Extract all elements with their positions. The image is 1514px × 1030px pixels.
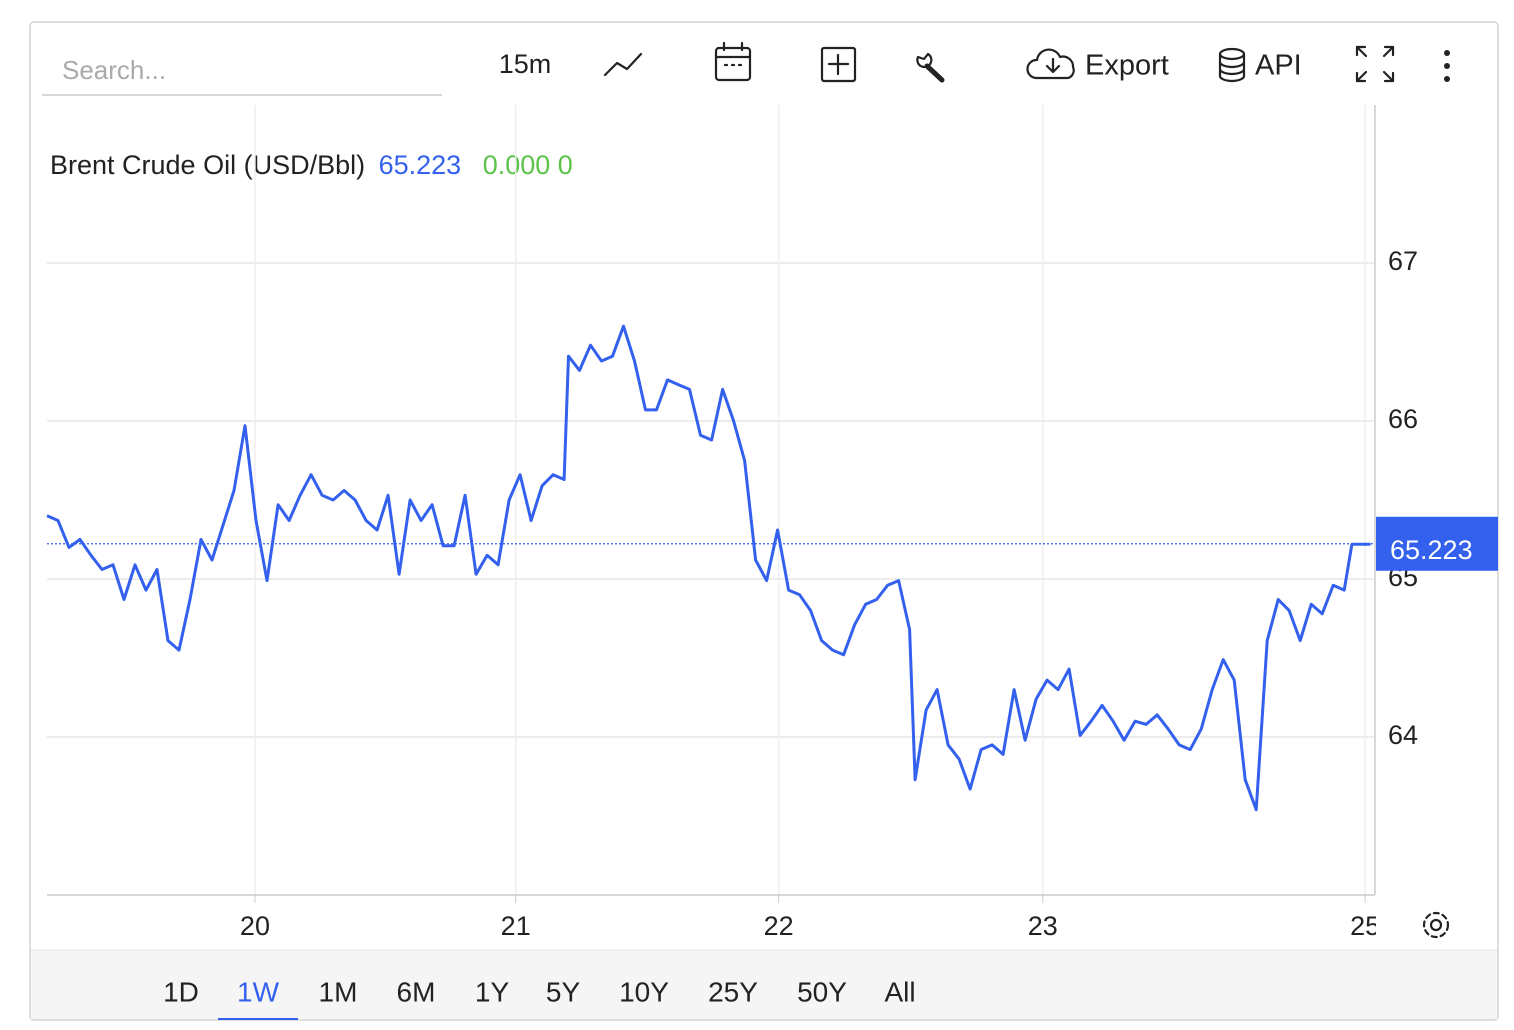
calendar-icon[interactable] [714, 41, 752, 82]
price-line [46, 324, 1371, 812]
legend-change: 0.000 0 [483, 150, 573, 180]
last-value-label: 65.223 [1390, 535, 1473, 565]
x-tick-label: 23 [1028, 911, 1058, 941]
range-button[interactable]: 25Y [708, 976, 758, 1007]
y-tick-label: 67 [1388, 246, 1418, 276]
more-menu-icon[interactable] [1444, 50, 1450, 82]
search-placeholder[interactable]: Search... [62, 55, 166, 85]
range-button[interactable]: 1W [237, 976, 280, 1007]
range-button[interactable]: 50Y [797, 976, 847, 1007]
settings-wrench-icon[interactable] [916, 52, 945, 83]
range-selector: 1D 1W 1M 6M 1Y 5Y 10Y 25Y 50Y All [163, 976, 916, 1020]
search-box[interactable]: Search... [42, 55, 442, 96]
export-icon[interactable] [1026, 48, 1075, 80]
y-tick-label: 66 [1388, 404, 1418, 434]
chart-settings-icon[interactable] [1422, 911, 1450, 939]
api-button[interactable]: API [1255, 50, 1302, 82]
range-button[interactable]: 10Y [619, 976, 669, 1007]
range-button[interactable]: 1Y [475, 976, 510, 1007]
compare-icon[interactable] [820, 46, 857, 83]
x-tick-label: 25 [1350, 911, 1380, 941]
range-button[interactable]: All [884, 976, 915, 1007]
range-button[interactable]: 1D [163, 976, 199, 1007]
range-button[interactable]: 6M [397, 976, 436, 1007]
range-bar [31, 950, 1497, 1019]
legend: Brent Crude Oil (USD/Bbl) 65.223 0.000 0 [50, 150, 573, 180]
range-button[interactable]: 5Y [546, 976, 581, 1007]
x-tick-label: 21 [501, 911, 531, 941]
interval-button[interactable]: 15m [499, 49, 552, 79]
y-tick-label: 64 [1388, 720, 1418, 750]
range-button[interactable]: 1M [319, 976, 358, 1007]
fullscreen-icon[interactable] [1355, 45, 1395, 83]
x-tick-label: 20 [240, 911, 270, 941]
export-button[interactable]: Export [1085, 50, 1169, 82]
api-icon[interactable] [1218, 47, 1246, 83]
last-value-tag [1376, 516, 1498, 571]
chart-type-icon[interactable] [603, 52, 643, 77]
axis-mask [1376, 905, 1406, 949]
legend-name: Brent Crude Oil (USD/Bbl) [50, 150, 365, 180]
legend-price: 65.223 [379, 150, 462, 180]
x-tick-label: 22 [764, 911, 794, 941]
